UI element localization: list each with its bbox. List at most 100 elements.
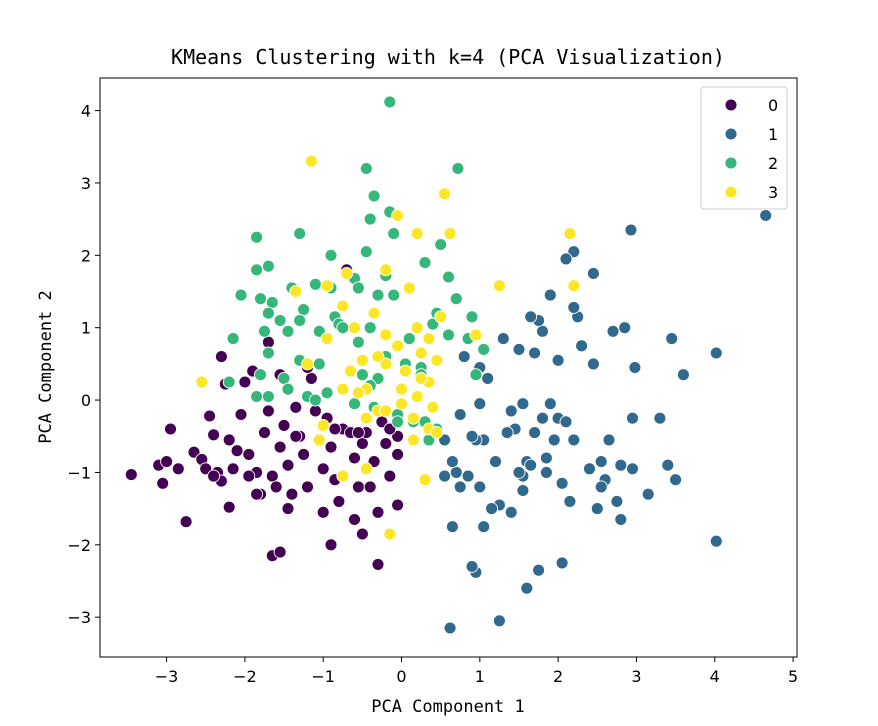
scatter-point [583,462,596,476]
x-axis-ticks: −3 −2 −1 0 1 2 3 4 5 [155,657,798,686]
scatter-point [443,621,457,635]
scatter-point [336,299,350,313]
scatter-point [316,418,330,432]
scatter-point [320,279,334,293]
scatter-point [606,324,620,338]
scatter-point [383,469,397,483]
scatter-point [398,364,412,378]
scatter-point [351,426,365,440]
scatter-point [336,382,350,396]
scatter-point [316,462,330,476]
scatter-point [610,494,624,508]
scatter-point [451,162,465,175]
scatter-point [258,426,271,440]
scatter-point [234,408,248,421]
scatter-point [661,458,675,472]
scatter-point [301,480,314,494]
scatter-point [461,469,475,483]
scatter-point [371,505,385,519]
scatter-point [273,440,287,454]
y-tick-label: 0 [81,391,91,410]
scatter-point [230,444,244,458]
scatter-point [709,346,723,360]
scatter-point [543,288,557,302]
scatter-point [344,364,358,378]
scatter-point [273,545,287,559]
scatter-point [258,324,271,338]
scatter-point [261,346,275,360]
scatter-point [351,281,365,295]
scatter-point [402,281,416,295]
scatter-point [250,230,264,244]
scatter-point [559,252,573,266]
x-tick-label: −1 [311,667,335,686]
scatter-point [359,462,373,476]
scatter-point [348,451,361,465]
scatter-point [250,390,264,403]
scatter-point [391,415,405,429]
scatter-point [614,513,628,526]
scatter-point [348,397,361,411]
legend-marker [724,156,738,170]
y-tick-label: 3 [81,174,91,193]
scatter-point [355,437,369,450]
scatter-point [363,321,377,335]
scatter-point [348,321,361,335]
scatter-point [265,469,279,483]
scatter-point [492,614,506,628]
scatter-point [676,368,690,382]
scatter-point [207,428,221,442]
scatter-point [512,465,526,479]
scatter-point [395,382,408,396]
scatter-point [324,248,338,262]
scatter-point [156,476,170,490]
scatter-point [539,465,553,479]
legend-marker [724,185,738,199]
scatter-point [355,368,369,382]
scatter-point [665,332,679,346]
scatter-point [477,520,491,534]
scatter-point [465,429,479,443]
legend-label: 1 [768,125,778,144]
scatter-point [383,527,397,541]
scatter-point [641,487,655,501]
scatter-point [301,357,314,371]
scatter-point [261,390,275,403]
scatter-point [281,458,295,472]
scatter-point [457,350,471,364]
scatter-point [226,462,240,476]
scatter-point [395,397,408,411]
y-tick-label: 2 [81,246,91,265]
scatter-point [363,212,377,226]
scatter-point [359,162,373,175]
scatter-point [492,279,506,293]
scatter-point [453,408,467,421]
scatter-point [199,462,213,476]
plot-area-frame [99,77,798,658]
scatter-point [273,314,287,327]
scatter-point [336,469,350,483]
scatter-point [222,433,236,447]
legend-label: 0 [768,96,778,115]
scatter-point [222,375,236,389]
scatter-point [418,473,432,487]
scatter-point [308,404,322,418]
y-tick-label: −1 [67,463,91,482]
scatter-point [586,266,600,280]
scatter-point [567,300,581,314]
scatter-point [406,433,420,447]
scatter-point [434,238,448,251]
scatter-point [238,375,252,389]
scatter-point [551,353,565,367]
scatter-point [383,95,397,109]
scatter-point [379,328,393,342]
scatter-point [297,303,311,317]
x-axis-label: PCA Component 1 [371,697,525,717]
scatter-point [261,306,275,320]
scatter-point [277,371,291,385]
scatter-point [355,527,369,541]
scatter-point [391,339,405,353]
scatter-point [391,209,405,222]
x-tick-label: 4 [710,667,720,686]
scatter-point [387,227,401,241]
